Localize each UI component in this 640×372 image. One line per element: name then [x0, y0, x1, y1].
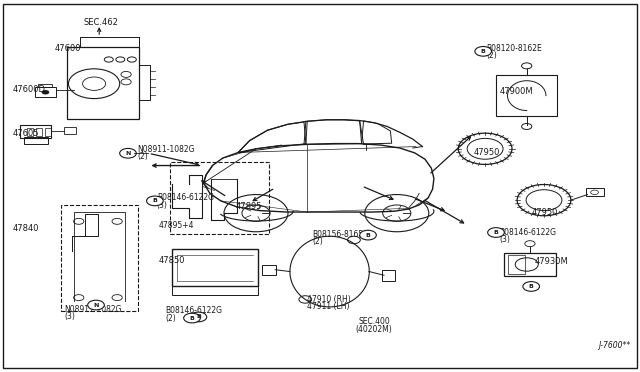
- Circle shape: [523, 282, 540, 291]
- Text: B08146-6122G: B08146-6122G: [499, 228, 556, 237]
- Bar: [262, 265, 276, 275]
- Text: (3): (3): [157, 201, 168, 210]
- Text: 47840: 47840: [13, 224, 39, 233]
- Text: (3): (3): [499, 235, 510, 244]
- Text: 47950: 47950: [474, 148, 500, 157]
- Circle shape: [360, 230, 376, 240]
- Text: N: N: [125, 151, 131, 156]
- Text: 47900M: 47900M: [499, 87, 533, 96]
- Circle shape: [525, 241, 535, 247]
- Circle shape: [116, 57, 125, 62]
- Text: B: B: [493, 230, 499, 235]
- Text: B: B: [189, 315, 195, 321]
- Bar: [27, 128, 33, 136]
- Text: B: B: [481, 49, 486, 54]
- Text: N08911-1082G: N08911-1082G: [138, 145, 195, 154]
- Text: B: B: [196, 314, 201, 320]
- Text: 47950: 47950: [531, 208, 557, 217]
- Circle shape: [88, 300, 104, 310]
- Circle shape: [147, 196, 163, 206]
- Text: B: B: [365, 232, 371, 238]
- Circle shape: [475, 46, 492, 56]
- Text: (2): (2): [486, 51, 497, 60]
- Bar: [24, 137, 48, 144]
- Text: B: B: [152, 198, 157, 203]
- Text: 47910 (RH): 47910 (RH): [307, 295, 351, 304]
- Bar: [20, 125, 51, 138]
- Bar: [67, 46, 139, 119]
- Text: N: N: [93, 302, 99, 308]
- Bar: [504, 253, 556, 276]
- Bar: [172, 249, 258, 286]
- Bar: [496, 75, 557, 116]
- Circle shape: [488, 228, 504, 237]
- Circle shape: [522, 63, 532, 69]
- Text: (40202M): (40202M): [355, 325, 392, 334]
- Text: 47895+4: 47895+4: [159, 221, 194, 230]
- Bar: [382, 270, 395, 281]
- Text: B: B: [529, 284, 534, 289]
- Circle shape: [104, 57, 113, 62]
- Circle shape: [184, 313, 200, 323]
- Text: 47930M: 47930M: [534, 257, 568, 266]
- Text: (2): (2): [312, 237, 323, 246]
- Text: 47600: 47600: [54, 44, 81, 53]
- Bar: [36, 128, 42, 136]
- Text: 47895: 47895: [236, 202, 262, 211]
- Circle shape: [591, 190, 598, 195]
- Text: 47911 (LH): 47911 (LH): [307, 302, 349, 311]
- Text: (3): (3): [64, 312, 75, 321]
- Circle shape: [120, 148, 136, 158]
- Text: B08146-6122G: B08146-6122G: [157, 193, 214, 202]
- Text: 47850: 47850: [159, 256, 185, 265]
- Text: SEC.462: SEC.462: [83, 18, 118, 27]
- Circle shape: [42, 90, 49, 94]
- Bar: [508, 255, 525, 274]
- Text: 47605: 47605: [13, 129, 39, 138]
- Text: B08146-6122G: B08146-6122G: [165, 306, 222, 315]
- Bar: [38, 84, 52, 87]
- Bar: [586, 188, 604, 196]
- Text: SEC.400: SEC.400: [358, 317, 390, 326]
- Text: B08156-8165M: B08156-8165M: [312, 230, 370, 239]
- Text: 47600D: 47600D: [13, 85, 46, 94]
- Circle shape: [190, 312, 207, 322]
- Bar: [172, 286, 258, 295]
- Text: J-7600**: J-7600**: [598, 341, 630, 350]
- Bar: [45, 128, 51, 136]
- Bar: [64, 127, 76, 134]
- Text: (2): (2): [165, 314, 176, 323]
- Text: B08120-8162E: B08120-8162E: [486, 44, 542, 53]
- Text: N08911-1082G: N08911-1082G: [64, 305, 122, 314]
- Circle shape: [127, 57, 136, 62]
- Text: (2): (2): [138, 153, 148, 161]
- Bar: [170, 162, 269, 234]
- Bar: [35, 87, 56, 97]
- Bar: [61, 205, 138, 311]
